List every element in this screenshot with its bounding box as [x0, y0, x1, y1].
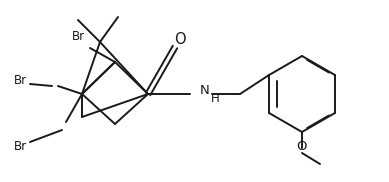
- Text: H: H: [211, 92, 220, 104]
- Text: O: O: [174, 33, 186, 48]
- Text: Br: Br: [72, 29, 84, 43]
- Text: N: N: [200, 84, 210, 96]
- Text: Br: Br: [14, 139, 26, 153]
- Text: O: O: [297, 139, 307, 153]
- Text: Br: Br: [14, 74, 26, 86]
